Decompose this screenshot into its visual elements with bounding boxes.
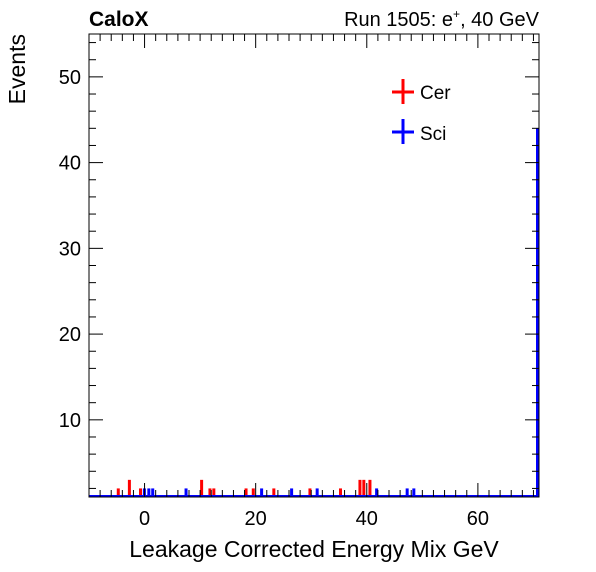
bar-cer-0 [116,488,120,497]
bar-cer-7 [251,488,255,497]
y-tick-label-40: 40 [59,153,81,175]
legend-entry-sci: Sci [392,119,446,145]
bar-sci-9 [412,488,416,497]
y-tick-label-10: 10 [59,410,81,432]
bar-sci-2 [151,488,155,497]
histogram-bars [89,128,539,497]
bar-sci-7 [375,488,379,497]
bar-cer-8 [272,488,276,497]
tick-labels: 0 20 40 60 10 20 30 40 50 [59,67,489,530]
run-label: Run 1505: e+, 40 GeV [344,7,540,31]
bar-sci-1 [147,488,151,497]
bar-cer-10 [339,488,342,497]
bar-sci-3 [184,488,188,497]
bar-sci-4 [260,488,264,497]
legend-entry-cer: Cer [392,79,451,104]
legend: Cer Sci [392,79,451,145]
bar-cer-12 [362,479,366,497]
x-tick-label-40: 40 [356,508,378,530]
y-tick-label-50: 50 [59,67,81,89]
legend-label-sci: Sci [420,124,446,145]
bar-cer-3 [200,479,204,497]
bar-cer-2 [139,488,142,497]
bar-sci-10 [536,128,539,497]
bar-cer-13 [368,479,372,497]
bar-cer-1 [127,479,131,497]
x-axis-title: Leakage Corrected Energy Mix GeV [129,536,499,562]
bar-sci-6 [315,488,319,497]
run-label-energy: , 40 GeV [460,9,540,31]
run-label-superscript: + [453,7,460,21]
y-tick-label-20: 20 [59,324,81,346]
axis-ticks [88,34,539,497]
bar-cer-6 [244,488,248,497]
bar-cer-9 [308,488,312,497]
bar-cer-11 [358,479,362,497]
y-axis-title: Events [4,34,30,104]
legend-label-cer: Cer [420,83,451,104]
x-tick-label-60: 60 [467,508,489,530]
y-tick-label-30: 30 [59,238,81,260]
bar-cer-4 [208,488,212,497]
x-tick-label-20: 20 [245,508,267,530]
experiment-label: CaloX [89,8,149,31]
bar-cer-5 [212,488,216,497]
bar-sci-8 [405,488,409,497]
x-tick-label-0: 0 [139,508,150,530]
run-label-main: Run 1505: e [344,9,453,31]
bar-sci-5 [290,488,294,497]
